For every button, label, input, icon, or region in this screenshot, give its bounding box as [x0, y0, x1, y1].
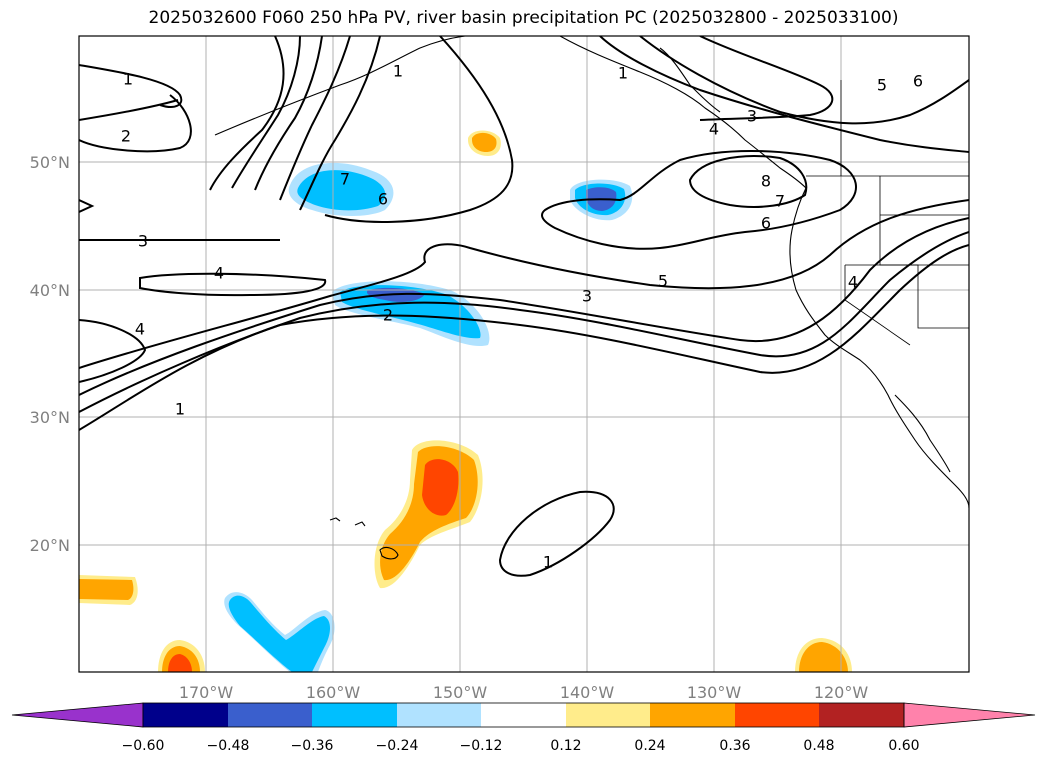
- pv-contour: [688, 155, 808, 208]
- pv-contour: [139, 272, 327, 297]
- contour-label: 2: [121, 127, 131, 146]
- colorbar-tick-label: 0.60: [888, 738, 919, 754]
- latitude-labels: 50°N 40°N 30°N 20°N: [30, 153, 70, 555]
- pv-contour: [299, 36, 381, 211]
- negative-precip-area: [228, 595, 330, 672]
- colorbar: −0.60 −0.48 −0.36 −0.24 −0.12 0.12 0.24 …: [11, 702, 1036, 754]
- colorbar-segment: [143, 703, 228, 727]
- colorbar-segment: [566, 703, 650, 727]
- lon-label: 140°W: [560, 683, 615, 702]
- contour-label: 5: [658, 272, 668, 291]
- coastlines: [214, 36, 969, 560]
- lon-label: 130°W: [687, 683, 742, 702]
- positive-precip-area: [422, 459, 459, 516]
- colorbar-segment: [650, 703, 735, 727]
- lon-label: 170°W: [179, 683, 234, 702]
- pv-contour: [79, 199, 95, 213]
- contour-label: 5: [877, 76, 887, 95]
- colorbar-tick-labels: −0.60 −0.48 −0.36 −0.24 −0.12 0.12 0.24 …: [122, 738, 920, 754]
- pv-contours: [79, 36, 969, 577]
- colorbar-tick-label: 0.36: [719, 738, 750, 754]
- contour-label: 1: [543, 553, 553, 572]
- pv-contour: [279, 36, 351, 201]
- contour-label: 3: [582, 287, 592, 306]
- contour-label: 6: [913, 72, 923, 91]
- lat-label: 40°N: [30, 281, 70, 300]
- contour-label: 7: [340, 170, 350, 189]
- pv-contour: [209, 36, 285, 191]
- colorbar-tick-label: −0.48: [207, 738, 250, 754]
- colorbar-segment: [228, 703, 312, 727]
- colorbar-segment: [397, 703, 481, 727]
- pv-contour: [324, 36, 514, 223]
- colorbar-extend-left: [11, 702, 144, 728]
- pv-contour: [639, 36, 969, 125]
- lat-label: 20°N: [30, 536, 70, 555]
- lon-label: 150°W: [433, 683, 488, 702]
- lon-label: 160°W: [306, 683, 361, 702]
- pv-contour: [79, 217, 969, 396]
- contour-label: 6: [761, 214, 771, 233]
- colorbar-tick-label: 0.12: [550, 738, 581, 754]
- pv-contour: [599, 36, 969, 153]
- colorbar-segment: [481, 703, 566, 727]
- pv-contour: [699, 36, 834, 121]
- positive-precip-area: [799, 642, 848, 672]
- positive-precip-area: [79, 579, 134, 600]
- colorbar-tick-label: −0.36: [291, 738, 334, 754]
- contour-label: 1: [393, 62, 403, 81]
- lat-label: 50°N: [30, 153, 70, 172]
- map-frame: [78, 35, 970, 673]
- negative-precip-area: [340, 285, 481, 339]
- pv-contour: [231, 36, 301, 189]
- pv-contour: [498, 490, 615, 577]
- negative-precip-area: [297, 170, 386, 211]
- pv-contour: [254, 36, 323, 191]
- contour-label: 4: [709, 120, 719, 139]
- contour-label: 3: [747, 107, 757, 126]
- positive-precip-area: [472, 132, 497, 152]
- colorbar-tick-label: 0.24: [634, 738, 665, 754]
- colorbar-extend-right: [903, 702, 1036, 728]
- longitude-labels: 170°W 160°W 150°W 140°W 130°W 120°W: [179, 683, 869, 702]
- contour-label: 6: [378, 190, 388, 209]
- pv-contour: [79, 99, 179, 121]
- colorbar-segment: [735, 703, 819, 727]
- contour-label: 3: [138, 232, 148, 251]
- colorbar-segment: [312, 703, 397, 727]
- contour-label: 1: [618, 64, 628, 83]
- colorbar-tick-label: −0.60: [122, 738, 165, 754]
- pv-contour: [79, 94, 192, 153]
- pv-contour: [79, 319, 147, 383]
- contour-label: 1: [175, 400, 185, 419]
- pv-contour: [79, 64, 183, 108]
- graticule: [79, 36, 969, 672]
- contour-label: 4: [135, 320, 145, 339]
- pv-contour: [541, 150, 857, 250]
- colorbar-segment: [819, 703, 904, 727]
- colorbar-tick-label: 0.48: [803, 738, 834, 754]
- contour-label: 7: [775, 192, 785, 211]
- pv-contour: [79, 199, 969, 369]
- map-title: 2025032600 F060 250 hPa PV, river basin …: [148, 8, 899, 28]
- contour-label: 8: [761, 172, 771, 191]
- colorbar-tick-label: −0.12: [460, 738, 503, 754]
- lat-label: 30°N: [30, 408, 70, 427]
- colorbar-tick-label: −0.24: [376, 738, 419, 754]
- lon-label: 120°W: [814, 683, 869, 702]
- positive-precip-area: [168, 654, 192, 672]
- contour-label: 2: [383, 306, 393, 325]
- contour-label: 4: [848, 273, 858, 292]
- pv-contour: [79, 231, 969, 413]
- contour-label: 1: [123, 70, 133, 89]
- contour-label: 4: [214, 264, 224, 283]
- pv-contour-labels: 1 2 3 4 4 1 6 7 5 6 1 3 4 5 3 2 1 7 8 6 …: [121, 62, 923, 572]
